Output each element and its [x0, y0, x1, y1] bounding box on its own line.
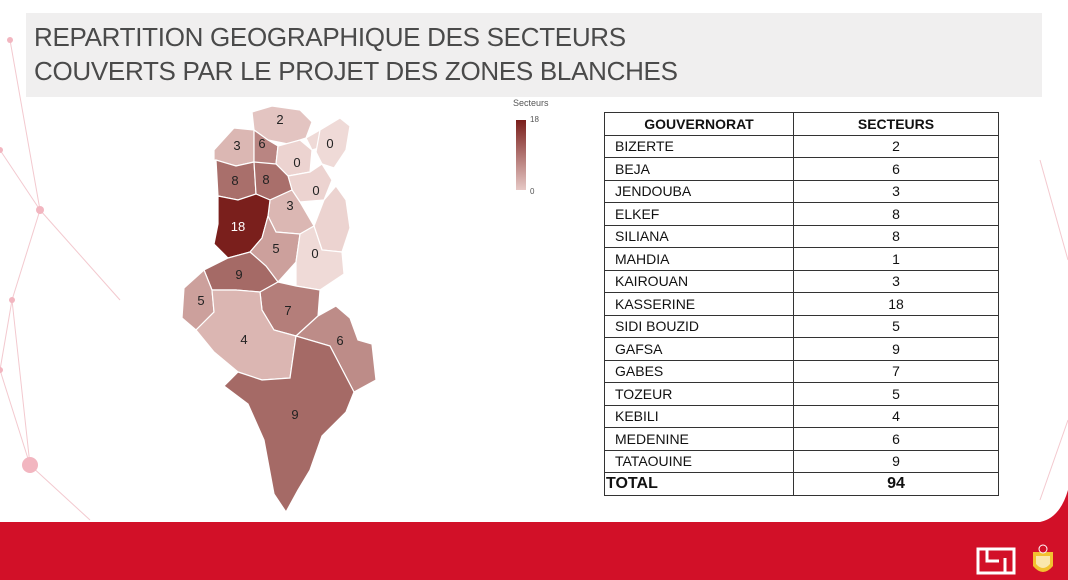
secteurs-cell: 3 — [793, 179, 999, 203]
map-value-label: 2 — [276, 112, 283, 127]
governorate-table: GOUVERNORAT SECTEURS BIZERTE 2 BEJA 6 JENDOU… — [604, 112, 999, 496]
table-row: KEBILI 4 — [604, 404, 999, 428]
page-title-line-1: REPARTITION GEOGRAPHIQUE DES SECTEURS — [34, 22, 626, 52]
map-value-label: 5 — [272, 241, 279, 256]
table-row: BIZERTE 2 — [604, 134, 999, 158]
table-row: SIDI BOUZID 5 — [604, 314, 999, 338]
column-header-governorat: GOUVERNORAT — [604, 112, 794, 136]
secteurs-cell: 18 — [793, 292, 999, 316]
governorat-cell: JENDOUBA — [604, 179, 794, 203]
total-value: 94 — [793, 472, 999, 496]
governorat-cell: MEDENINE — [604, 427, 794, 451]
total-label: TOTAL — [604, 472, 794, 496]
governorat-cell: BEJA — [604, 157, 794, 181]
governorat-cell: SIDI BOUZID — [604, 314, 794, 338]
legend-min-label: 0 — [530, 187, 535, 196]
governorat-cell: MAHDIA — [604, 247, 794, 271]
table-row: MEDENINE 6 — [604, 427, 999, 451]
legend-gradient-bar — [516, 120, 526, 190]
map-value-label: 7 — [284, 303, 291, 318]
secteurs-cell: 9 — [793, 337, 999, 361]
map-value-label: 0 — [326, 136, 333, 151]
column-header-secteurs: SECTEURS — [793, 112, 999, 136]
table-row: KASSERINE 18 — [604, 292, 999, 316]
table-row: MAHDIA 1 — [604, 247, 999, 271]
page-title-line-2: COUVERTS PAR LE PROJET DES ZONES BLANCHE… — [34, 56, 678, 86]
table-row: SILIANA 8 — [604, 224, 999, 248]
map-value-label: 5 — [197, 293, 204, 308]
governorat-cell: KEBILI — [604, 404, 794, 428]
map-value-label: 6 — [336, 333, 343, 348]
map-value-label: 0 — [312, 183, 319, 198]
map-value-label: 18 — [231, 219, 245, 234]
governorat-cell: TOZEUR — [604, 382, 794, 406]
map-value-label: 0 — [293, 155, 300, 170]
table-row: JENDOUBA 3 — [604, 179, 999, 203]
governorat-cell: BIZERTE — [604, 134, 794, 158]
governorat-cell: KAIROUAN — [604, 269, 794, 293]
secteurs-cell: 5 — [793, 314, 999, 338]
governorat-cell: ELKEF — [604, 202, 794, 226]
secteurs-cell: 4 — [793, 404, 999, 428]
table-row: GABES 7 — [604, 359, 999, 383]
table-row: GAFSA 9 — [604, 337, 999, 361]
footer-curve — [0, 490, 1068, 530]
governorat-cell: SILIANA — [604, 224, 794, 248]
map-value-label: 9 — [235, 267, 242, 282]
legend-max-label: 18 — [530, 115, 539, 124]
governorat-cell: GABES — [604, 359, 794, 383]
secteurs-cell: 7 — [793, 359, 999, 383]
table-row: BEJA 6 — [604, 157, 999, 181]
map-value-label: 6 — [258, 136, 265, 151]
secteurs-cell: 1 — [793, 247, 999, 271]
tunisia-coat-of-arms-icon — [1033, 544, 1053, 572]
secteurs-cell: 8 — [793, 202, 999, 226]
map-value-label: 3 — [233, 138, 240, 153]
map-value-label: 8 — [231, 173, 238, 188]
table-total-row: TOTAL 94 — [604, 472, 999, 496]
governorat-cell: KASSERINE — [604, 292, 794, 316]
table-row: KAIROUAN 3 — [604, 269, 999, 293]
region-nabeul — [315, 117, 351, 169]
secteurs-cell: 6 — [793, 157, 999, 181]
table-row: TOZEUR 5 — [604, 382, 999, 406]
secteurs-cell: 6 — [793, 427, 999, 451]
secteurs-cell: 5 — [793, 382, 999, 406]
secteurs-cell: 8 — [793, 224, 999, 248]
table-header-row: GOUVERNORAT SECTEURS — [604, 112, 999, 136]
secteurs-cell: 3 — [793, 269, 999, 293]
footer-band — [0, 522, 1068, 580]
legend-title: Secteurs — [513, 98, 549, 108]
ministry-logo-icon — [976, 547, 1016, 575]
map-value-label: 8 — [262, 172, 269, 187]
table-row: ELKEF 8 — [604, 202, 999, 226]
map-value-label: 4 — [240, 332, 247, 347]
region-tataouine — [223, 335, 355, 514]
secteurs-cell: 2 — [793, 134, 999, 158]
governorat-cell: GAFSA — [604, 337, 794, 361]
map-value-label: 3 — [286, 198, 293, 213]
title-band — [26, 13, 1042, 97]
region-sfax — [295, 225, 345, 291]
map-value-label: 9 — [291, 407, 298, 422]
map-value-label: 0 — [311, 246, 318, 261]
